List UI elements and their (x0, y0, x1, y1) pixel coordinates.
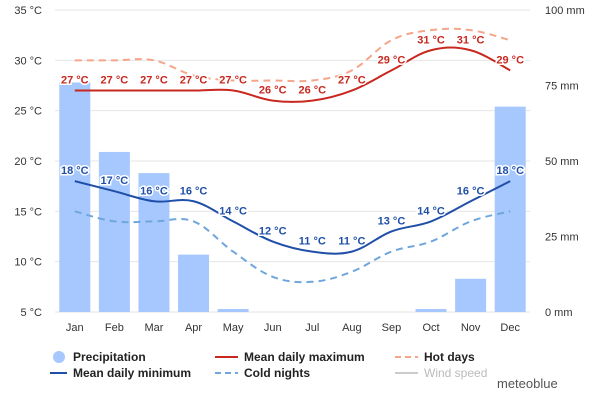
mean-max-data-label: 27 °C (180, 75, 208, 87)
legend-item-hot-days[interactable]: Hot days (395, 350, 475, 364)
y-right-tick-label: 0 mm (545, 307, 573, 319)
legend-label-hot-days: Hot days (424, 350, 475, 364)
mean-max-data-label: 31 °C (417, 34, 445, 46)
x-axis: Jan Feb Mar Apr May Jun Jul Aug Sep Oct Nov Dec (66, 322, 521, 334)
legend-item-mean-max[interactable]: Mean daily maximum (215, 350, 365, 364)
y-left-tick-label: 20 °C (14, 156, 42, 168)
mean-min-data-label: 14 °C (219, 205, 247, 217)
x-tick-label: Apr (185, 322, 202, 334)
precipitation-bar[interactable] (138, 173, 170, 312)
mean-min-data-label: 16 °C (457, 185, 485, 197)
mean-min-data-label: 16 °C (140, 185, 168, 197)
mean-max-data-label: 26 °C (259, 85, 287, 97)
legend-label-precipitation: Precipitation (73, 350, 146, 364)
precipitation-bars (59, 82, 526, 312)
y-right-tick-label: 50 mm (545, 156, 579, 168)
precipitation-bar[interactable] (98, 151, 130, 312)
y-left-tick-label: 5 °C (20, 307, 42, 319)
mean-min-data-label: 13 °C (378, 215, 406, 227)
grid-lines (55, 9, 530, 313)
mean-max-data-label: 27 °C (338, 75, 366, 87)
cold-nights-line[interactable] (74, 210, 511, 284)
mean-min-data-label: 18 °C (496, 165, 524, 177)
precipitation-bar[interactable] (415, 308, 447, 312)
mean-min-data-label: 11 °C (299, 236, 326, 248)
x-tick-label: Sep (382, 322, 402, 334)
mean-max-data-label: 29 °C (378, 54, 406, 66)
mean-max-data-label: 27 °C (101, 75, 129, 87)
legend-label-cold-nights: Cold nights (244, 366, 310, 380)
x-tick-label: Feb (105, 322, 124, 334)
x-tick-label: Jan (66, 322, 84, 334)
precipitation-bar[interactable] (455, 278, 487, 312)
precipitation-bar[interactable] (217, 308, 249, 312)
y-left-tick-label: 25 °C (14, 106, 42, 118)
y-right-tick-label: 75 mm (545, 81, 579, 93)
legend-label-mean-max: Mean daily maximum (244, 350, 365, 364)
data-labels: 27 °C 27 °C 27 °C 27 °C 27 °C 26 °C 26 °C 27 °C… (59, 33, 525, 249)
mean-min-data-label: 14 °C (417, 205, 445, 217)
mean-max-data-label: 27 °C (140, 75, 168, 87)
y-axis-left: 5 °C 10 °C 15 °C 20 °C 25 °C 30 °C 35 °C (14, 5, 42, 319)
mean-min-data-label: 12 °C (259, 226, 287, 238)
y-right-tick-label: 25 mm (545, 232, 579, 244)
mean-max-data-label: 27 °C (219, 75, 247, 87)
y-left-tick-label: 10 °C (14, 257, 42, 269)
legend-item-cold-nights[interactable]: Cold nights (215, 366, 310, 380)
legend-label-mean-min: Mean daily minimum (73, 366, 191, 380)
legend-item-precipitation[interactable]: Precipitation (53, 350, 146, 364)
hot-days-line[interactable] (74, 27, 511, 83)
mean-min-data-label: 16 °C (180, 185, 208, 197)
y-left-tick-label: 30 °C (14, 55, 42, 67)
precipitation-bar[interactable] (178, 254, 210, 312)
mean-min-line[interactable] (74, 180, 511, 255)
x-tick-label: Aug (342, 322, 362, 334)
precipitation-swatch (53, 351, 65, 363)
legend-item-wind-speed[interactable]: Wind speed (395, 366, 487, 380)
mean-min-data-label: 18 °C (61, 165, 89, 177)
x-tick-label: Oct (422, 322, 439, 334)
x-tick-label: Dec (500, 322, 520, 334)
y-left-tick-label: 35 °C (14, 5, 42, 17)
mean-min-data-label: 17 °C (101, 175, 129, 187)
y-right-tick-label: 100 mm (545, 5, 585, 17)
mean-max-data-label: 27 °C (61, 75, 89, 87)
x-tick-label: May (223, 322, 244, 334)
mean-max-line[interactable] (74, 46, 511, 103)
precipitation-bar[interactable] (494, 106, 526, 312)
x-tick-label: Jul (305, 322, 319, 334)
brand-logo-text: meteoblue (497, 376, 558, 391)
temperature-lines (74, 27, 511, 284)
legend: Precipitation Mean daily maximum Hot day… (50, 350, 487, 380)
legend-label-wind-speed: Wind speed (424, 366, 487, 380)
x-tick-label: Jun (264, 322, 282, 334)
mean-max-data-label: 26 °C (298, 85, 326, 97)
x-tick-label: Mar (144, 322, 163, 334)
mean-max-data-label: 31 °C (457, 34, 485, 46)
x-tick-label: Nov (461, 322, 481, 334)
legend-item-mean-min[interactable]: Mean daily minimum (50, 366, 191, 380)
mean-min-data-label: 11 °C (338, 236, 365, 248)
mean-max-data-label: 29 °C (496, 54, 524, 66)
precipitation-bar[interactable] (59, 82, 91, 312)
y-left-tick-label: 15 °C (14, 206, 42, 218)
y-axis-right: 0 mm 25 mm 50 mm 75 mm 100 mm (545, 5, 585, 319)
